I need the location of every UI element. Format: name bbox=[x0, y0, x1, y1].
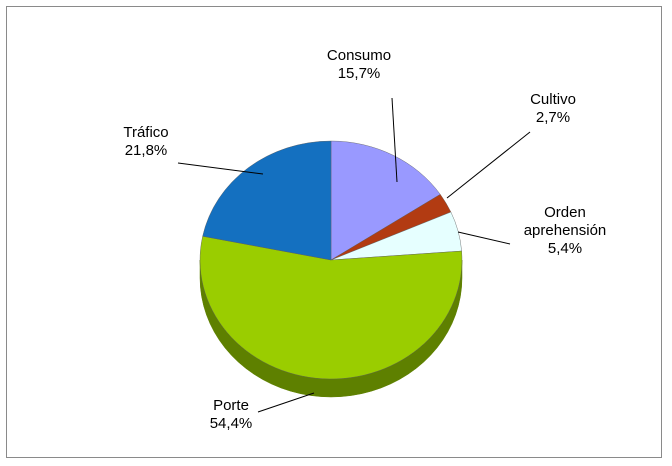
data-label-consumo: Consumo 15,7% bbox=[327, 47, 391, 82]
pie-slice-consumo[interactable] bbox=[330, 140, 441, 261]
leader-line-tráfico bbox=[177, 162, 264, 175]
pie-slice-porte[interactable] bbox=[199, 235, 463, 380]
leader-line-porte bbox=[257, 392, 315, 413]
leader-line-cultivo bbox=[446, 131, 531, 199]
pie-labels: Consumo 15,7% Cultivo 2,7% Orden aprehensión 5… bbox=[123, 47, 606, 432]
data-label-porte: Porte 54,4% bbox=[210, 397, 253, 432]
leader-line-orden-aprehensión bbox=[457, 231, 511, 245]
data-label-cultivo: Cultivo 2,7% bbox=[530, 91, 576, 126]
pie-slice-tráfico[interactable] bbox=[202, 140, 332, 261]
data-label-tráfico: Tráfico 21,8% bbox=[123, 124, 168, 159]
leader-line-consumo bbox=[391, 97, 398, 183]
data-label-orden-aprehensión: Orden aprehensión 5,4% bbox=[524, 204, 607, 257]
pie-slices bbox=[199, 140, 463, 380]
